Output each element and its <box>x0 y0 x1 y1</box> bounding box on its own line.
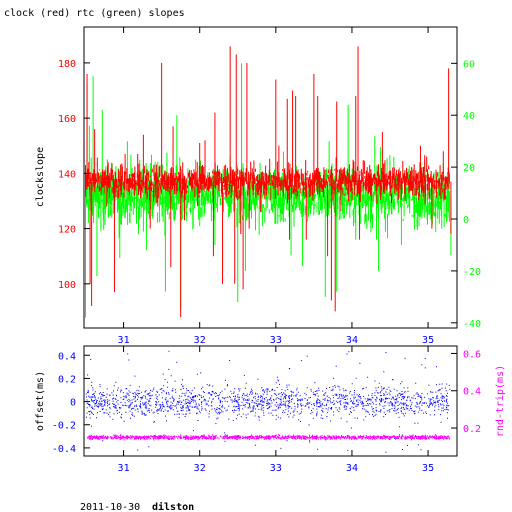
top-ytick-left-label: 100 <box>58 280 76 291</box>
top-ytick-right-label: 40 <box>463 111 475 122</box>
top-ytick-left-label: 180 <box>58 59 76 70</box>
top-chart-ylabel: clockslope <box>35 147 46 207</box>
bottom-chart-ylabel-left: offset(ms) <box>35 371 46 431</box>
top-xtick-label: 35 <box>422 335 434 346</box>
roundtrip-points <box>87 434 450 441</box>
bottom-ytick-left-label: 0 <box>70 398 76 409</box>
bottom-xtick-label: 32 <box>194 463 206 474</box>
top-ytick-right-label: 0 <box>463 215 469 226</box>
footer-host: dilston <box>152 501 194 512</box>
bottom-chart-ylabel-right: rnd-trip(ms) <box>495 365 506 437</box>
top-ytick-left-label: 140 <box>58 169 76 180</box>
bottom-ytick-left-label: -0.2 <box>52 421 76 432</box>
bottom-xtick-label: 31 <box>118 463 130 474</box>
offset-series <box>85 350 451 453</box>
footer-date: 2011-10-30 <box>80 502 140 512</box>
top-chart-frame <box>83 26 458 329</box>
bottom-ytick-left-label: -0.4 <box>52 444 76 455</box>
top-ytick-left-label: 120 <box>58 225 76 236</box>
clock-slope-series <box>85 46 452 317</box>
bottom-xtick-label: 33 <box>270 463 282 474</box>
top-chart-title: clock (red) rtc (green) slopes <box>4 8 185 19</box>
top-xtick-label: 31 <box>118 335 130 346</box>
top-xtick-label: 32 <box>194 335 206 346</box>
bottom-ytick-right-label: 0.6 <box>463 349 481 360</box>
bottom-xtick-label: 35 <box>422 463 434 474</box>
top-xtick-label: 34 <box>346 335 358 346</box>
bottom-chart-frame <box>83 345 458 457</box>
top-ytick-left-label: 160 <box>58 114 76 125</box>
bottom-ytick-right-label: 0.4 <box>463 387 481 398</box>
clock-noise-band <box>85 154 450 212</box>
bottom-ytick-right-label: 0.2 <box>463 424 481 435</box>
top-ytick-right-label: 60 <box>463 59 475 70</box>
top-ytick-right-label: 20 <box>463 163 475 174</box>
offset-points <box>85 350 451 453</box>
top-xtick-label: 33 <box>270 335 282 346</box>
roundtrip-series <box>87 434 450 441</box>
bottom-ytick-left-label: 0.4 <box>58 351 76 362</box>
top-ytick-right-label: -20 <box>463 267 481 278</box>
bottom-chart: 31 32 33 34 35 -0.4 -0.2 0 0.2 0.4 0.2 0.4 0.6 offse… <box>35 345 506 474</box>
top-chart: 31 32 33 34 35 100 120 140 160 180 -40 -20 0 20 40 60 c… <box>35 26 481 346</box>
bottom-ytick-left-label: 0.2 <box>58 374 76 385</box>
top-ytick-right-label: -40 <box>463 319 481 330</box>
bottom-xtick-label: 34 <box>346 463 358 474</box>
